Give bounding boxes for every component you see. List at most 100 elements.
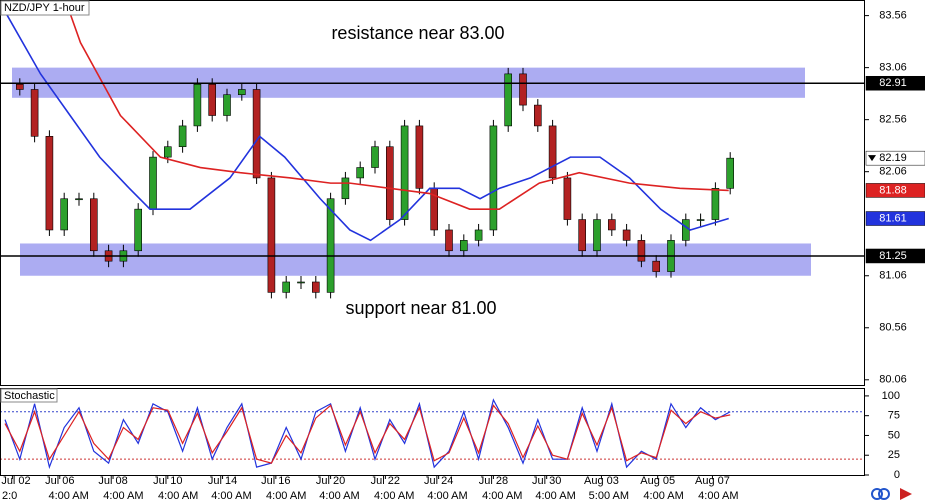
link-icon[interactable] (871, 488, 883, 500)
candle (652, 260, 661, 272)
candle (607, 219, 616, 231)
price-marker (868, 155, 876, 162)
candle (696, 219, 705, 221)
x-tick-label: Jul 30 (532, 475, 561, 487)
arrow-icon[interactable] (900, 488, 912, 500)
candle (711, 188, 720, 220)
stoch-tick-label: 75 (888, 410, 900, 422)
x-tick-label: Jul 02 (1, 475, 30, 487)
y-tick-label: 80.06 (879, 374, 907, 386)
candle (400, 125, 409, 220)
x-time-label: 4:00 AM (427, 490, 467, 502)
moving-average (4, 11, 729, 242)
x-time-label: 4:00 AM (482, 490, 522, 502)
x-tick-label: Jul 20 (316, 475, 345, 487)
price-frame (0, 0, 865, 386)
link-icon[interactable] (878, 488, 890, 500)
candle (578, 219, 587, 252)
x-tick-label: Jul 28 (479, 475, 508, 487)
x-time-label: 4:00 AM (158, 490, 198, 502)
x-time-label: 4:00 AM (643, 490, 683, 502)
candle (30, 89, 39, 137)
candle (297, 281, 305, 284)
ma-label-box (865, 211, 925, 226)
candle (60, 198, 69, 231)
price-label: 82.19 (879, 152, 907, 164)
candle (134, 208, 142, 252)
annotation: support near 81.00 (345, 298, 496, 318)
x-time-label: 4:00 AM (698, 490, 738, 502)
y-tick-label: 82.06 (879, 166, 907, 178)
candle (445, 229, 453, 252)
x-time-label: 4:00 AM (319, 490, 359, 502)
zone (20, 243, 811, 276)
candle (637, 240, 646, 262)
x-time-label: 2:0 (2, 490, 17, 502)
x-tick-label: Jul 22 (371, 475, 400, 487)
stochastic-title: Stochastic (4, 390, 55, 402)
candle (208, 83, 216, 116)
moving-average (64, 0, 729, 210)
x-tick-label: Aug 07 (695, 475, 730, 487)
level-label-box (865, 248, 925, 264)
candle (726, 157, 735, 189)
x-tick-label: Jul 24 (424, 475, 453, 487)
x-tick-label: Jul 10 (153, 475, 182, 487)
candle (415, 125, 424, 189)
ma-label: 81.61 (879, 212, 907, 224)
candle (149, 156, 157, 210)
x-tick-label: Aug 05 (640, 475, 675, 487)
y-tick-label: 81.06 (879, 270, 907, 282)
title-box (0, 0, 90, 16)
candle (75, 198, 83, 201)
candle (504, 73, 513, 127)
candle (474, 229, 483, 241)
y-tick-label: 80.56 (879, 322, 907, 334)
stoch-tick-label: 0 (894, 469, 900, 481)
candle (622, 229, 631, 241)
stoch-tick-label: 50 (888, 429, 900, 441)
candle (178, 125, 187, 148)
candle (459, 240, 468, 252)
x-time-label: 4:00 AM (266, 490, 306, 502)
y-tick-label: 82.56 (879, 114, 907, 126)
candle (223, 94, 231, 116)
y-tick-label: 83.56 (879, 10, 907, 22)
candle (356, 167, 365, 179)
chart-title: NZD/JPY 1-hour (4, 2, 85, 14)
candle (326, 198, 335, 293)
candle (45, 136, 54, 231)
y-tick-label: 83.06 (879, 62, 907, 74)
x-time-label: 4:00 AM (535, 490, 575, 502)
stoch-tick-label: 100 (882, 390, 900, 402)
candle (15, 83, 24, 90)
x-time-label: 4:00 AM (103, 490, 143, 502)
x-time-label: 5:00 AM (589, 490, 629, 502)
candle (371, 146, 379, 168)
x-time-label: 4:00 AM (48, 490, 88, 502)
annotation: resistance near 83.00 (331, 23, 504, 43)
x-time-label: 4:00 AM (374, 490, 414, 502)
candle (164, 146, 172, 158)
level-label: 82.91 (879, 77, 907, 89)
candle (563, 177, 572, 220)
candle (593, 219, 601, 252)
stoch-title-box (0, 388, 58, 403)
candle (519, 73, 527, 106)
candle (90, 198, 98, 252)
x-tick-label: Jul 06 (45, 475, 74, 487)
toolbar-icons[interactable] (871, 488, 912, 500)
candle (267, 177, 276, 293)
x-tick-label: Jul 16 (261, 475, 290, 487)
candle (341, 177, 350, 200)
level-label: 81.25 (879, 250, 907, 262)
ma-label: 81.88 (879, 184, 907, 196)
candle (311, 281, 320, 293)
candle (193, 83, 202, 127)
candle (681, 219, 690, 241)
candle (533, 104, 542, 127)
candle (282, 281, 291, 293)
candle (548, 125, 557, 179)
